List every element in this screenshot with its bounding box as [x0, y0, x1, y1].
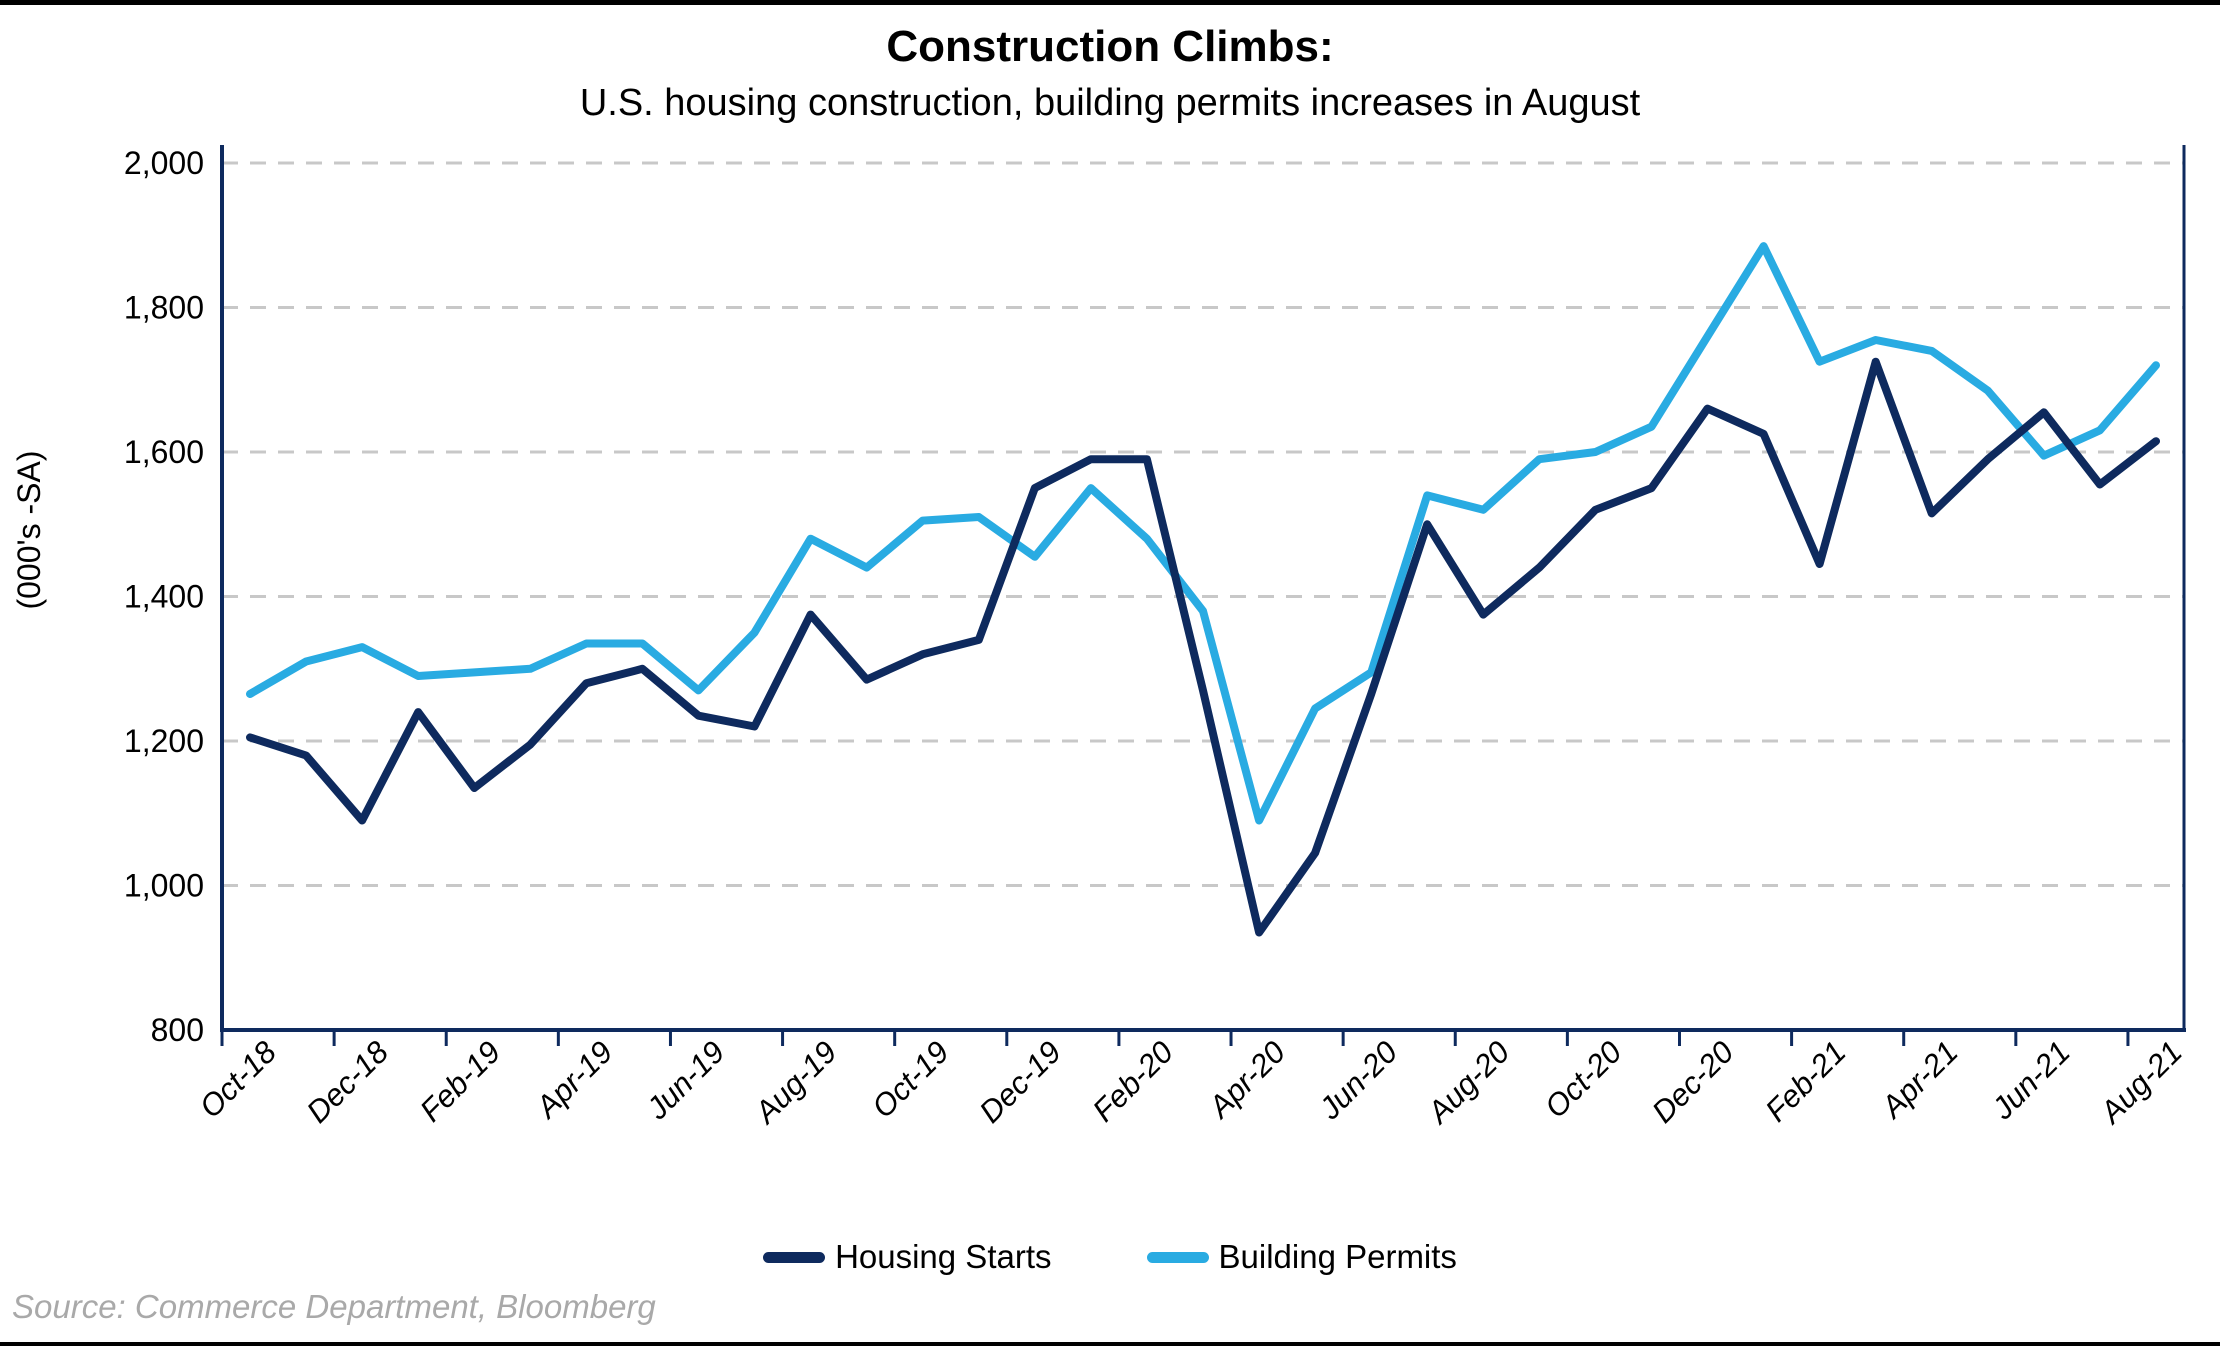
x-tick-label: Apr-21	[1873, 1034, 1965, 1126]
x-tick-label: Feb-19	[413, 1034, 507, 1128]
housing-starts-swatch-icon	[763, 1251, 826, 1263]
x-tick-label: Feb-20	[1086, 1034, 1180, 1128]
y-tick-label: 1,600	[124, 434, 204, 470]
x-tick-label: Dec-20	[1645, 1034, 1740, 1129]
x-tick-label: Feb-21	[1758, 1034, 1852, 1128]
legend: Housing Starts Building Permits	[0, 1238, 2220, 1276]
x-tick-label: Dec-19	[972, 1034, 1067, 1129]
y-tick-label: 2,000	[124, 145, 204, 181]
x-tick-label: Dec-18	[300, 1034, 396, 1130]
source-text: Source: Commerce Department, Bloomberg	[12, 1288, 656, 1325]
x-tick-label: Aug-19	[747, 1034, 844, 1131]
y-tick-label: 800	[151, 1012, 204, 1048]
x-tick-label: Aug-21	[2092, 1034, 2189, 1131]
x-tick-label: Aug-20	[1419, 1034, 1516, 1131]
y-tick-label: 1,200	[124, 723, 204, 759]
x-tick-label: Oct-18	[193, 1034, 284, 1125]
x-tick-label: Apr-19	[528, 1034, 620, 1126]
building-permits-swatch-icon	[1146, 1251, 1209, 1263]
x-tick-label: Jun-21	[1984, 1034, 2076, 1126]
y-axis-title: (000's -SA)	[11, 450, 47, 609]
x-tick-label: Oct-20	[1538, 1034, 1629, 1125]
top-frame-line	[0, 0, 2220, 5]
x-tick-label: Jun-20	[1312, 1034, 1404, 1126]
legend-label-housing-starts: Housing Starts	[835, 1238, 1052, 1275]
housing-starts-line	[246, 357, 2160, 937]
building-permits-line	[246, 242, 2160, 825]
legend-label-building-permits: Building Permits	[1218, 1238, 1457, 1275]
legend-item-building-permits: Building Permits	[1146, 1238, 1457, 1276]
chart-title: Construction Climbs:	[886, 22, 1334, 71]
chart-subtitle: U.S. housing construction, building perm…	[579, 82, 1641, 124]
y-tick-label: 1,000	[124, 868, 204, 904]
x-tick-label: Jun-19	[639, 1034, 731, 1126]
y-tick-label: 1,800	[124, 290, 204, 326]
bottom-frame-line	[0, 1342, 2220, 1346]
x-tick-label: Apr-20	[1200, 1034, 1292, 1126]
legend-item-housing-starts: Housing Starts	[763, 1238, 1052, 1276]
y-tick-label: 1,400	[124, 579, 204, 615]
x-tick-label: Oct-19	[865, 1034, 956, 1125]
